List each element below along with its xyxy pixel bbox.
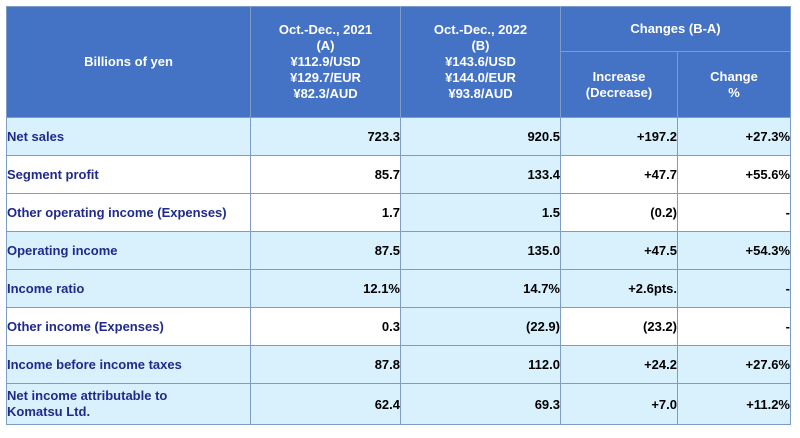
col-a-header: Oct.-Dec., 2021 (A) ¥112.9/USD ¥129.7/EU… [250, 6, 401, 118]
value-a: 723.3 [250, 117, 401, 156]
value-a: 62.4 [250, 383, 401, 425]
row-label: Operating income [6, 231, 251, 270]
decrease-label: (Decrease) [585, 84, 653, 100]
value-change-pct: +11.2% [677, 383, 791, 425]
table-row: Operating income 87.5 135.0 +47.5 +54.3% [6, 231, 791, 270]
table-row: Net sales 723.3 920.5 +197.2 +27.3% [6, 117, 791, 156]
row-label: Other income (Expenses) [6, 307, 251, 346]
row-label: Net income attributable to Komatsu Ltd. [6, 383, 251, 425]
financial-summary-table: Billions of yen Oct.-Dec., 2021 (A) ¥112… [6, 5, 791, 425]
unit-label-header: Billions of yen [6, 6, 251, 118]
value-increase: (0.2) [560, 193, 678, 232]
increase-label: Increase [592, 68, 646, 84]
col-a-period: Oct.-Dec., 2021 [278, 22, 373, 37]
row-label: Income ratio [6, 269, 251, 308]
col-b-aud-rate: ¥93.8/AUD [448, 86, 513, 101]
col-b-letter: (B) [471, 38, 490, 53]
value-b: 133.4 [400, 155, 561, 194]
value-change-pct: +55.6% [677, 155, 791, 194]
value-b: 135.0 [400, 231, 561, 270]
row-label-line-2: Komatsu Ltd. [7, 404, 91, 419]
value-a: 12.1% [250, 269, 401, 308]
col-a-aud-rate: ¥82.3/AUD [293, 86, 358, 101]
col-b-header: Oct.-Dec., 2022 (B) ¥143.6/USD ¥144.0/EU… [400, 6, 561, 118]
value-change-pct: - [677, 269, 791, 308]
table-row: Income before income taxes 87.8 112.0 +2… [6, 345, 791, 384]
col-a-letter: (A) [316, 38, 335, 53]
value-a: 87.5 [250, 231, 401, 270]
value-b: 1.5 [400, 193, 561, 232]
col-a-usd-rate: ¥112.9/USD [290, 54, 361, 69]
value-increase: (23.2) [560, 307, 678, 346]
value-b: 112.0 [400, 345, 561, 384]
row-label-line-1: Net income attributable to [7, 388, 168, 403]
value-change-pct: +54.3% [677, 231, 791, 270]
value-b: 14.7% [400, 269, 561, 308]
value-increase: +2.6pts. [560, 269, 678, 308]
value-increase: +7.0 [560, 383, 678, 425]
table-row: Other operating income (Expenses) 1.7 1.… [6, 193, 791, 232]
percent-label: % [728, 84, 740, 100]
col-b-eur-rate: ¥144.0/EUR [445, 70, 516, 85]
value-increase: +24.2 [560, 345, 678, 384]
value-increase: +197.2 [560, 117, 678, 156]
table-row: Income ratio 12.1% 14.7% +2.6pts. - [6, 269, 791, 308]
value-b: 920.5 [400, 117, 561, 156]
row-label: Other operating income (Expenses) [6, 193, 251, 232]
change-label: Change [710, 68, 758, 84]
value-a: 1.7 [250, 193, 401, 232]
value-change-pct: +27.3% [677, 117, 791, 156]
row-label: Income before income taxes [6, 345, 251, 384]
col-b-period: Oct.-Dec., 2022 [433, 22, 528, 37]
value-change-pct: - [677, 307, 791, 346]
value-b: 69.3 [400, 383, 561, 425]
table-row: Segment profit 85.7 133.4 +47.7 +55.6% [6, 155, 791, 194]
value-a: 85.7 [250, 155, 401, 194]
row-label: Net sales [6, 117, 251, 156]
value-increase: +47.5 [560, 231, 678, 270]
change-pct-header: Change % [677, 51, 791, 118]
col-b-usd-rate: ¥143.6/USD [445, 54, 516, 69]
value-a: 87.8 [250, 345, 401, 384]
value-increase: +47.7 [560, 155, 678, 194]
value-change-pct: +27.6% [677, 345, 791, 384]
value-b: (22.9) [400, 307, 561, 346]
value-change-pct: - [677, 193, 791, 232]
changes-header: Changes (B-A) [560, 5, 791, 53]
col-a-eur-rate: ¥129.7/EUR [290, 70, 361, 85]
value-a: 0.3 [250, 307, 401, 346]
table-row: Net income attributable to Komatsu Ltd. … [6, 383, 791, 425]
table-row: Other income (Expenses) 0.3 (22.9) (23.2… [6, 307, 791, 346]
row-label: Segment profit [6, 155, 251, 194]
increase-header: Increase (Decrease) [560, 51, 678, 118]
